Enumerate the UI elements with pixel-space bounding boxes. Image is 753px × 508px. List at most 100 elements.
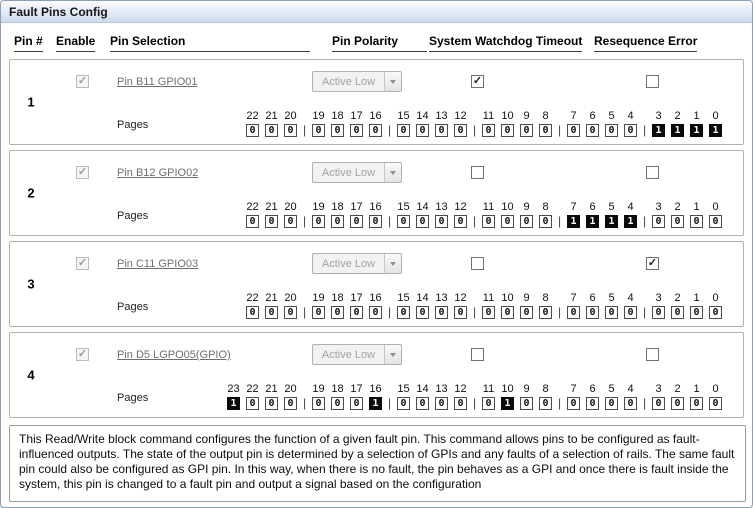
bit-value[interactable]: 0 xyxy=(397,124,410,137)
polarity-dropdown[interactable]: Active Low xyxy=(312,253,402,274)
bit-value[interactable]: 0 xyxy=(501,306,514,319)
bit-value[interactable]: 0 xyxy=(482,306,495,319)
bit-value[interactable]: 0 xyxy=(435,306,448,319)
bit-value[interactable]: 0 xyxy=(539,124,552,137)
bit-value[interactable]: 0 xyxy=(265,306,278,319)
polarity-dropdown[interactable]: Active Low xyxy=(312,162,402,183)
bit-15[interactable]: 15 0 xyxy=(394,110,413,138)
pin-selection-link[interactable]: Pin B11 GPIO01 xyxy=(117,76,198,88)
bit-13[interactable]: 13 0 xyxy=(432,201,451,229)
bit-17[interactable]: 17 0 xyxy=(347,383,366,411)
bit-value[interactable]: 0 xyxy=(331,397,344,410)
bit-13[interactable]: 13 0 xyxy=(432,110,451,138)
bit-value[interactable]: 1 xyxy=(567,215,580,228)
bit-12[interactable]: 12 0 xyxy=(451,383,470,411)
bit-value[interactable]: 1 xyxy=(624,215,637,228)
bit-value[interactable]: 1 xyxy=(227,397,240,410)
bit-16[interactable]: 16 1 xyxy=(366,383,385,411)
bit-value[interactable]: 0 xyxy=(284,124,297,137)
bit-value[interactable]: 0 xyxy=(246,306,259,319)
bit-20[interactable]: 20 0 xyxy=(281,292,300,320)
bit-value[interactable]: 0 xyxy=(397,397,410,410)
bit-value[interactable]: 0 xyxy=(454,124,467,137)
bit-value[interactable]: 0 xyxy=(331,306,344,319)
bit-20[interactable]: 20 0 xyxy=(281,383,300,411)
bit-value[interactable]: 0 xyxy=(624,306,637,319)
bit-14[interactable]: 14 0 xyxy=(413,201,432,229)
enable-checkbox[interactable]: ✓ xyxy=(76,166,89,179)
bit-value[interactable]: 0 xyxy=(605,397,618,410)
bit-19[interactable]: 19 0 xyxy=(309,110,328,138)
bit-value[interactable]: 0 xyxy=(690,215,703,228)
bit-value[interactable]: 0 xyxy=(624,397,637,410)
bit-17[interactable]: 17 0 xyxy=(347,201,366,229)
bit-18[interactable]: 18 0 xyxy=(328,292,347,320)
bit-value[interactable]: 0 xyxy=(246,397,259,410)
pin-selection-link[interactable]: Pin C11 GPIO03 xyxy=(117,258,199,270)
bit-19[interactable]: 19 0 xyxy=(309,383,328,411)
bit-17[interactable]: 17 0 xyxy=(347,292,366,320)
bit-value[interactable]: 1 xyxy=(369,397,382,410)
bit-value[interactable]: 0 xyxy=(416,397,429,410)
bit-value[interactable]: 0 xyxy=(709,215,722,228)
bit-value[interactable]: 0 xyxy=(482,397,495,410)
bit-value[interactable]: 0 xyxy=(690,397,703,410)
bit-value[interactable]: 0 xyxy=(520,397,533,410)
polarity-dropdown[interactable]: Active Low xyxy=(312,344,402,365)
bit-value[interactable]: 0 xyxy=(567,124,580,137)
bit-value[interactable]: 0 xyxy=(482,215,495,228)
bit-value[interactable]: 0 xyxy=(605,306,618,319)
resequence-checkbox[interactable] xyxy=(646,348,659,361)
enable-checkbox[interactable]: ✓ xyxy=(76,257,89,270)
bit-value[interactable]: 0 xyxy=(369,124,382,137)
bit-value[interactable]: 0 xyxy=(652,215,665,228)
bit-value[interactable]: 0 xyxy=(709,306,722,319)
bit-11[interactable]: 11 0 xyxy=(479,292,498,320)
bit-21[interactable]: 21 0 xyxy=(262,201,281,229)
bit-10[interactable]: 10 1 xyxy=(498,383,517,411)
watchdog-checkbox[interactable] xyxy=(471,257,484,270)
watchdog-checkbox[interactable] xyxy=(471,166,484,179)
bit-value[interactable]: 0 xyxy=(567,306,580,319)
bit-14[interactable]: 14 0 xyxy=(413,110,432,138)
bit-value[interactable]: 0 xyxy=(312,306,325,319)
bit-22[interactable]: 22 0 xyxy=(243,383,262,411)
bit-21[interactable]: 21 0 xyxy=(262,110,281,138)
bit-value[interactable]: 1 xyxy=(709,124,722,137)
bit-value[interactable]: 1 xyxy=(671,124,684,137)
bit-value[interactable]: 0 xyxy=(312,397,325,410)
bit-value[interactable]: 0 xyxy=(435,215,448,228)
enable-checkbox[interactable]: ✓ xyxy=(76,75,89,88)
bit-value[interactable]: 0 xyxy=(265,215,278,228)
bit-11[interactable]: 11 0 xyxy=(479,110,498,138)
bit-value[interactable]: 0 xyxy=(312,215,325,228)
bit-value[interactable]: 1 xyxy=(605,215,618,228)
bit-value[interactable]: 0 xyxy=(369,215,382,228)
bit-value[interactable]: 0 xyxy=(454,215,467,228)
bit-value[interactable]: 0 xyxy=(671,215,684,228)
bit-18[interactable]: 18 0 xyxy=(328,201,347,229)
bit-18[interactable]: 18 0 xyxy=(328,110,347,138)
